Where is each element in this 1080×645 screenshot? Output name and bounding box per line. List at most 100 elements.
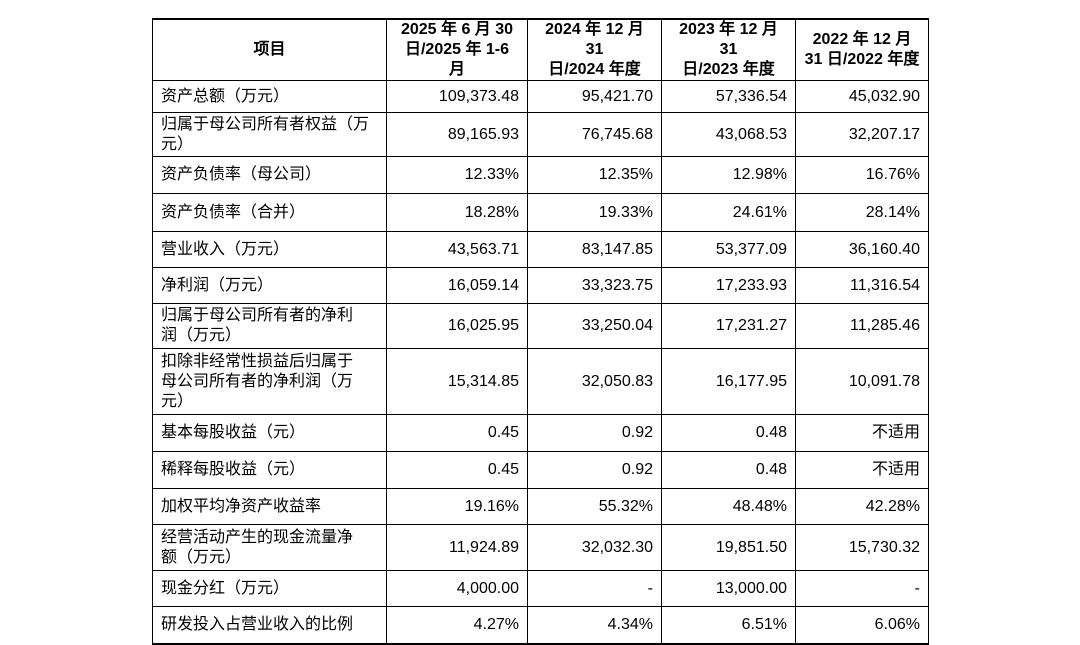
- value-cell: 12.33%: [386, 156, 528, 194]
- cell-text: 稀释每股收益（元）: [161, 461, 306, 478]
- cell-text: 基本每股收益（元）: [161, 424, 306, 441]
- value-cell: 16,059.14: [386, 267, 528, 304]
- value-cell: 32,032.30: [527, 524, 662, 571]
- cell-text: 日/2024 年度: [548, 61, 641, 78]
- table-row: 经营活动产生的现金流量净 额（万元） 11,924.89 32,032.30 19,85…: [152, 524, 929, 571]
- value-cell: -: [527, 570, 662, 607]
- value-cell: 43,563.71: [386, 231, 528, 268]
- cell-text: 日/2023 年度: [682, 61, 775, 78]
- value-cell: 15,314.85: [386, 348, 528, 415]
- value-cell: 4,000.00: [386, 570, 528, 607]
- value-cell: 17,233.93: [661, 267, 796, 304]
- header-cell: 项目: [152, 18, 387, 81]
- value-cell: 10,091.78: [795, 348, 929, 415]
- cell-text: 31 日/2022 年度: [804, 51, 920, 68]
- value-cell: 33,250.04: [527, 303, 662, 349]
- value-cell: 36,160.40: [795, 231, 929, 268]
- cell-text: 净利润（万元）: [161, 276, 274, 294]
- value-cell: 16,177.95: [661, 348, 796, 415]
- value-cell: 89,165.93: [386, 112, 528, 157]
- value-cell: 不适用: [795, 414, 929, 452]
- table-row: 资产负债率（母公司） 12.33% 12.35% 12.98% 16.76%: [152, 156, 929, 194]
- value-cell: 53,377.09: [661, 231, 796, 268]
- table-row: 稀释每股收益（元） 0.45 0.92 0.48 不适用: [152, 451, 929, 489]
- data-table: 项目 2025 年 6 月 30 日/2025 年 1-6 月 2024 年 12 月…: [152, 18, 929, 645]
- table-row: 净利润（万元） 16,059.14 33,323.75 17,233.93 11,316…: [152, 267, 929, 304]
- value-cell: 76,745.68: [527, 112, 662, 157]
- header-cell: 2023 年 12 月 31 日/2023 年度: [661, 18, 796, 81]
- value-cell: 13,000.00: [661, 570, 796, 607]
- value-cell: 11,316.54: [795, 267, 929, 304]
- cell-text: 加权平均净资产收益率: [161, 497, 322, 515]
- value-cell: 12.35%: [527, 156, 662, 194]
- cell-text: 2023 年 12 月 31: [679, 21, 778, 58]
- cell-text: 扣除非经常性损益后归属于: [161, 352, 354, 370]
- cell-text: 经营活动产生的现金流量净: [161, 528, 354, 546]
- cell-text: 2024 年 12 月 31: [545, 21, 644, 58]
- value-cell: 0.45: [386, 414, 528, 452]
- cell-text: 母公司所有者的净利润（万: [161, 372, 354, 390]
- value-cell: -: [795, 570, 929, 607]
- row-label: 研发投入占营业收入的比例: [152, 606, 387, 645]
- cell-text: 2022 年 12 月: [812, 31, 912, 48]
- row-label: 稀释每股收益（元）: [152, 451, 387, 489]
- row-label: 基本每股收益（元）: [152, 414, 387, 452]
- value-cell: 95,421.70: [527, 80, 662, 113]
- row-label: 净利润（万元）: [152, 267, 387, 304]
- cell-text: 额（万元）: [161, 548, 242, 566]
- row-label: 归属于母公司所有者权益（万 元）: [152, 112, 387, 157]
- value-cell: 11,924.89: [386, 524, 528, 571]
- value-cell: 0.45: [386, 451, 528, 489]
- value-cell: 42.28%: [795, 488, 929, 525]
- value-cell: 11,285.46: [795, 303, 929, 349]
- row-label: 营业收入（万元）: [152, 231, 387, 268]
- table-row: 加权平均净资产收益率 19.16% 55.32% 48.48% 42.28%: [152, 488, 929, 525]
- value-cell: 18.28%: [386, 193, 528, 232]
- header-row: 项目 2025 年 6 月 30 日/2025 年 1-6 月 2024 年 12 月…: [152, 18, 929, 81]
- row-label: 经营活动产生的现金流量净 额（万元）: [152, 524, 387, 571]
- value-cell: 109,373.48: [386, 80, 528, 113]
- table-row: 基本每股收益（元） 0.45 0.92 0.48 不适用: [152, 414, 929, 452]
- value-cell: 33,323.75: [527, 267, 662, 304]
- value-cell: 19,851.50: [661, 524, 796, 571]
- value-cell: 48.48%: [661, 488, 796, 525]
- row-label: 资产负债率（合并）: [152, 193, 387, 232]
- row-label: 加权平均净资产收益率: [152, 488, 387, 525]
- table-row: 归属于母公司所有者的净利 润（万元） 16,025.95 33,250.04 17,23…: [152, 303, 929, 349]
- cell-text: 日/2025 年 1-6 月: [404, 41, 510, 78]
- table-body: 资产总额（万元） 109,373.48 95,421.70 57,336.54 45,0…: [152, 80, 929, 645]
- header-cell: 2024 年 12 月 31 日/2024 年度: [527, 18, 662, 81]
- value-cell: 不适用: [795, 451, 929, 489]
- cell-text: 归属于母公司所有者的净利: [161, 307, 354, 324]
- row-label: 归属于母公司所有者的净利 润（万元）: [152, 303, 387, 349]
- value-cell: 0.92: [527, 451, 662, 489]
- cell-text: 研发投入占营业收入的比例: [161, 615, 354, 633]
- row-label: 资产负债率（母公司）: [152, 156, 387, 194]
- value-cell: 4.27%: [386, 606, 528, 645]
- value-cell: 19.33%: [527, 193, 662, 232]
- value-cell: 43,068.53: [661, 112, 796, 157]
- value-cell: 12.98%: [661, 156, 796, 194]
- value-cell: 55.32%: [527, 488, 662, 525]
- cell-text: 营业收入（万元）: [161, 240, 290, 258]
- value-cell: 57,336.54: [661, 80, 796, 113]
- value-cell: 17,231.27: [661, 303, 796, 349]
- table-row: 资产总额（万元） 109,373.48 95,421.70 57,336.54 45,0…: [152, 80, 929, 113]
- table-row: 现金分红（万元） 4,000.00-13,000.00-: [152, 570, 929, 607]
- value-cell: 28.14%: [795, 193, 929, 232]
- cell-text: 资产负债率（合并）: [161, 203, 306, 221]
- row-label: 现金分红（万元）: [152, 570, 387, 607]
- value-cell: 6.06%: [795, 606, 929, 645]
- cell-text: 润（万元）: [161, 327, 242, 344]
- cell-text: 资产总额（万元）: [161, 87, 290, 105]
- header-cell: 2022 年 12 月 31 日/2022 年度: [795, 18, 929, 81]
- value-cell: 24.61%: [661, 193, 796, 232]
- table-row: 资产负债率（合并） 18.28% 19.33% 24.61% 28.14%: [152, 193, 929, 232]
- cell-text: 项目: [253, 41, 286, 58]
- cell-text: 归属于母公司所有者权益（万: [161, 115, 370, 133]
- value-cell: 83,147.85: [527, 231, 662, 268]
- value-cell: 0.92: [527, 414, 662, 452]
- value-cell: 45,032.90: [795, 80, 929, 113]
- table-row: 归属于母公司所有者权益（万 元） 89,165.93 76,745.68 43,068.…: [152, 112, 929, 157]
